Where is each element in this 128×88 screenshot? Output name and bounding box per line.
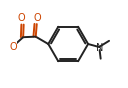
Text: N: N: [96, 43, 103, 53]
Text: O: O: [17, 13, 25, 23]
Text: O: O: [34, 12, 41, 23]
Text: O: O: [9, 42, 17, 52]
